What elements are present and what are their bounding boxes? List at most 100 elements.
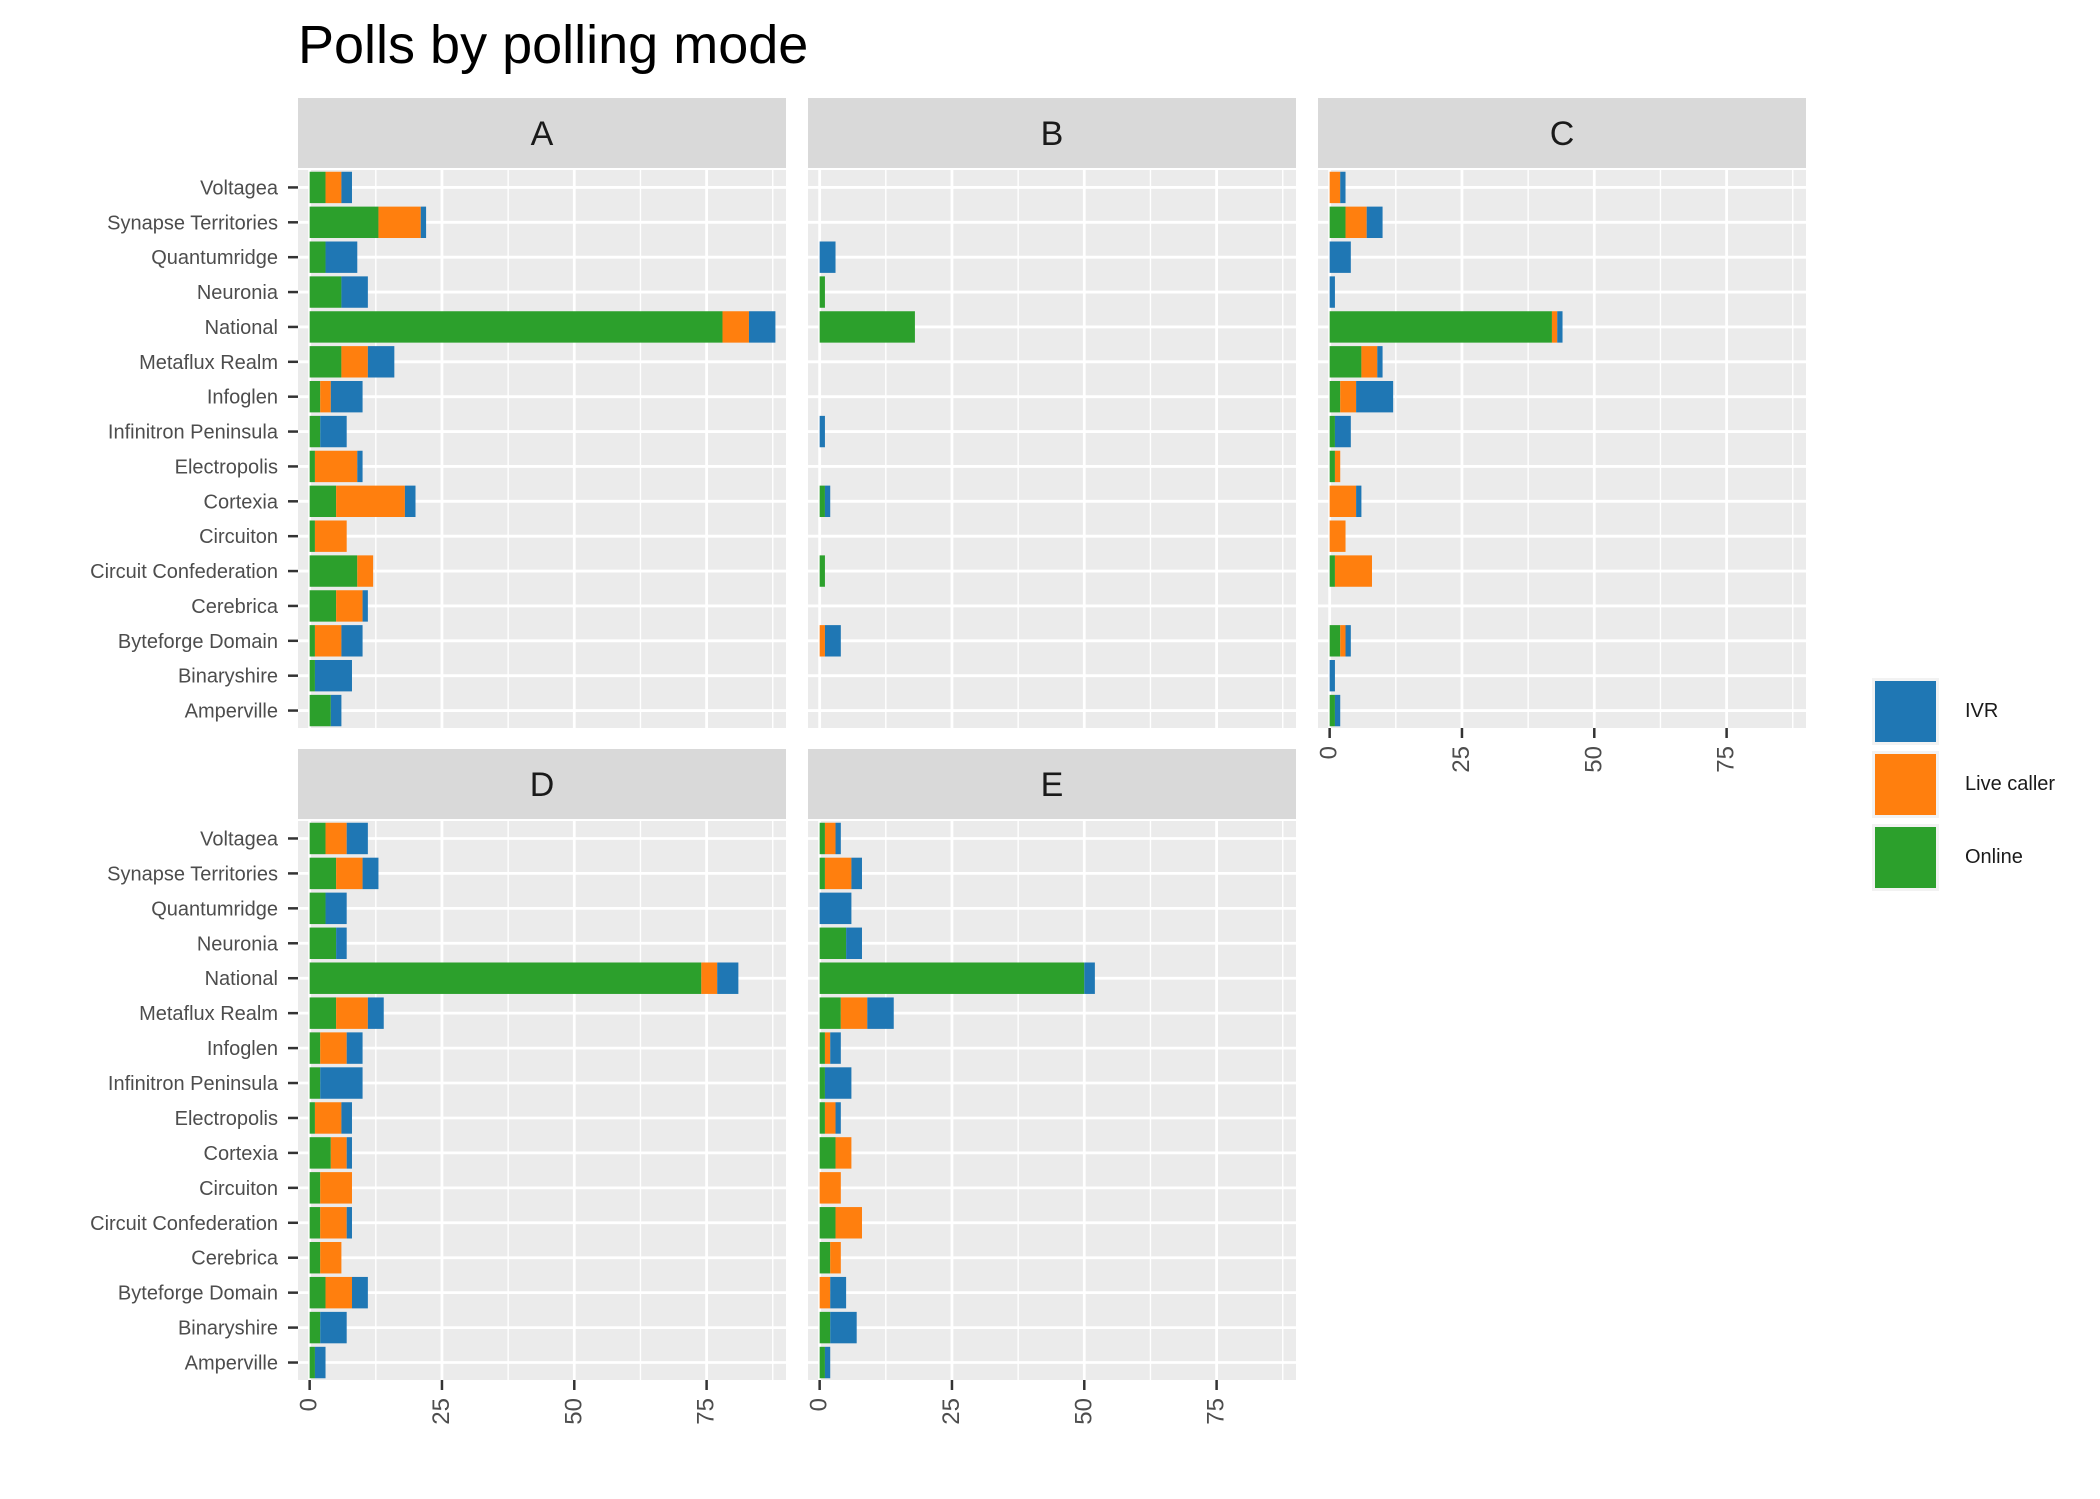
- panel-e-bar-infinitron-peninsula-online: [819, 1067, 825, 1099]
- panel-a-bar-synapse-territories-ivr: [420, 206, 427, 239]
- panel-e-bar-neuronia-online: [819, 927, 847, 960]
- panel-c-bar-synapse-territories-ivr: [1366, 206, 1383, 239]
- panel-e-bar-cortexia-live-caller: [835, 1137, 852, 1169]
- panel-e-strip: [808, 749, 1296, 819]
- panel-a-bar-cortexia-live-caller: [336, 485, 405, 518]
- legend-label-ivr: IVR: [1965, 700, 1999, 722]
- panel-e-x-tick-label: 0: [806, 1398, 833, 1411]
- panel-d-bar-cortexia-online: [309, 1137, 331, 1169]
- panel-c-bar-cortexia-ivr: [1356, 485, 1362, 518]
- panel-b-strip: [808, 98, 1296, 168]
- panel-c-bar-infoglen-ivr: [1356, 380, 1394, 413]
- panel-b-bar-byteforge-domain-live-caller: [819, 625, 825, 657]
- panel-e-bar-synapse-territories-online: [819, 857, 825, 890]
- panel-d-bar-circuiton-online: [309, 1172, 321, 1204]
- panel-a-bar-neuronia-ivr: [341, 276, 368, 308]
- panel-e-bar-electropolis-live-caller: [824, 1102, 836, 1134]
- panel-c-bar-synapse-territories-live-caller: [1345, 206, 1367, 239]
- panel-c-x-tick-label: 25: [1448, 746, 1475, 773]
- panel-b-bar-neuronia-online: [819, 276, 825, 308]
- panel-c-bar-synapse-territories-online: [1329, 206, 1346, 239]
- legend-item-ivr: IVR: [1872, 675, 2055, 748]
- panel-d-bar-national-live-caller: [701, 962, 718, 994]
- panel-a-bar-electropolis-ivr: [357, 450, 363, 483]
- panel-e-x-tick-label: 50: [1070, 1398, 1097, 1425]
- legend-key-online: [1872, 824, 1939, 891]
- panel-a-y-tick-label: Binaryshire: [178, 666, 278, 688]
- panel-b-bar-cortexia-online: [819, 485, 825, 518]
- panel-d-bar-infinitron-peninsula-ivr: [320, 1067, 363, 1099]
- panel-e-x-tick-label: 25: [938, 1398, 965, 1425]
- panel-c-bar-neuronia-ivr: [1329, 276, 1335, 308]
- panel-e-bar-cortexia-online: [819, 1137, 836, 1169]
- panel-a-bar-cortexia-ivr: [404, 485, 416, 518]
- panel-a-bar-infoglen-ivr: [330, 380, 363, 413]
- panel-c-bar-infinitron-peninsula-online: [1329, 415, 1335, 448]
- panel-c-strip: [1318, 98, 1806, 168]
- panel-a-bar-binaryshire-ivr: [314, 659, 352, 692]
- panel-c-bar-national-live-caller: [1551, 311, 1558, 343]
- panel-d-bar-byteforge-domain-ivr: [351, 1276, 368, 1309]
- panel-e-bar-amperville-online: [819, 1346, 825, 1379]
- panel-b-strip-label: B: [1041, 115, 1064, 153]
- panel-c-bar-circuiton-live-caller: [1329, 520, 1346, 552]
- legend-item-live-caller: Live caller: [1872, 748, 2055, 821]
- legend-item-online: Online: [1872, 821, 2055, 894]
- panel-e-bar-voltagea-ivr: [835, 822, 841, 855]
- panel-d-bar-synapse-territories-ivr: [362, 857, 379, 890]
- panel-d-bar-voltagea-ivr: [346, 822, 368, 855]
- panel-a-bar-cerebrica-ivr: [362, 590, 368, 622]
- panel-d-bar-byteforge-domain-live-caller: [325, 1276, 352, 1309]
- panel-a-bar-byteforge-domain-ivr: [341, 625, 363, 657]
- panel-a-strip-label: A: [531, 115, 554, 153]
- panel-c-bar-cortexia-live-caller: [1329, 485, 1357, 518]
- panel-a-bar-byteforge-domain-live-caller: [314, 625, 342, 657]
- panel-d-bar-infoglen-live-caller: [320, 1032, 347, 1064]
- panel-d-y-tick-label: Metaflux Realm: [139, 1003, 278, 1025]
- panel-b-bar-cortexia-ivr: [824, 485, 831, 518]
- panel-d-bar-byteforge-domain-online: [309, 1276, 326, 1309]
- legend: IVR Live caller Online: [1872, 675, 2055, 894]
- panel-e-bar-electropolis-ivr: [835, 1102, 841, 1134]
- panel-d-y-tick-label: Amperville: [185, 1353, 278, 1375]
- panel-e-bar-neuronia-ivr: [846, 927, 862, 960]
- panel-c-bar-infinitron-peninsula-ivr: [1334, 415, 1351, 448]
- panel-a-bar-national-online: [309, 311, 723, 343]
- panel-e-bar-national-ivr: [1084, 962, 1095, 994]
- panel-d-bar-voltagea-online: [309, 822, 326, 855]
- panel-d-y-tick-label: Byteforge Domain: [118, 1283, 278, 1305]
- panel-a-bar-metaflux-realm-online: [309, 346, 342, 378]
- panel-a-y-tick-label: Quantumridge: [151, 247, 278, 269]
- panel-a-bar-cortexia-online: [309, 485, 337, 518]
- panel-c-bar-byteforge-domain-ivr: [1345, 625, 1351, 657]
- panel-a-y-tick-label: Cortexia: [204, 491, 279, 513]
- panel-e-bar-byteforge-domain-ivr: [830, 1276, 847, 1309]
- panel-c-bar-electropolis-online: [1329, 450, 1335, 483]
- panel-a-bar-electropolis-live-caller: [314, 450, 358, 483]
- panel-d-bar-neuronia-online: [309, 927, 337, 960]
- panel-d-bar-electropolis-ivr: [341, 1102, 352, 1134]
- panel-a-bar-synapse-territories-online: [309, 206, 379, 239]
- panel-e-bar-infoglen-ivr: [830, 1032, 841, 1064]
- panel-e-bar-metaflux-realm-online: [819, 997, 841, 1029]
- panel-d-y-tick-label: Binaryshire: [178, 1318, 278, 1340]
- panel-d-x-tick-label: 0: [296, 1398, 323, 1411]
- panel-d-y-tick-label: Circuiton: [199, 1178, 278, 1200]
- panel-e-bar-infinitron-peninsula-ivr: [824, 1067, 852, 1099]
- panel-a-bar-circuit-confederation-online: [309, 555, 358, 587]
- panel-a-bar-infinitron-peninsula-ivr: [320, 415, 347, 448]
- panel-d-y-tick-label: Cerebrica: [191, 1248, 279, 1270]
- panel-a-bar-byteforge-domain-online: [309, 625, 315, 657]
- panel-d-x-tick-label: 50: [560, 1398, 587, 1425]
- panel-b-background: [808, 170, 1296, 728]
- panel-b-bar-byteforge-domain-ivr: [824, 625, 841, 657]
- panel-a-y-tick-label: Amperville: [185, 701, 278, 723]
- panel-a-y-tick-label: Byteforge Domain: [118, 631, 278, 653]
- panel-a-y-tick-label: Metaflux Realm: [139, 352, 278, 374]
- panel-c-bar-amperville-online: [1329, 694, 1335, 727]
- panel-d-bar-infoglen-online: [309, 1032, 321, 1064]
- panel-e-bar-binaryshire-ivr: [830, 1311, 857, 1344]
- panel-d-strip: [298, 749, 786, 819]
- panel-a-bar-circuit-confederation-live-caller: [357, 555, 374, 587]
